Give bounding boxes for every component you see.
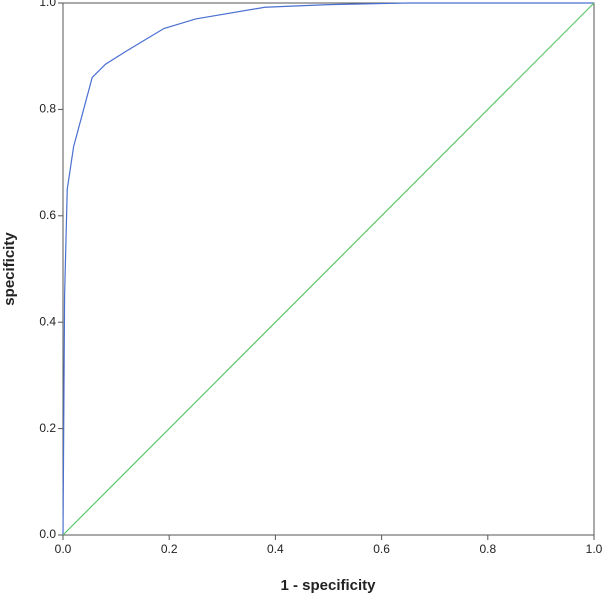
y-tick-label: 1.0 bbox=[39, 0, 56, 9]
y-tick-label: 0.4 bbox=[39, 314, 56, 328]
x-tick-label: 1.0 bbox=[586, 542, 603, 556]
y-tick-label: 0.8 bbox=[39, 102, 56, 116]
series-line bbox=[62, 2, 594, 536]
y-axis-title: specificity bbox=[1, 232, 18, 306]
x-tick-label: 0.0 bbox=[55, 542, 72, 556]
series-line bbox=[62, 2, 595, 536]
y-tick-label: 0.2 bbox=[39, 421, 56, 435]
x-tick-label: 0.4 bbox=[267, 542, 284, 556]
x-tick-label: 0.2 bbox=[161, 542, 178, 556]
x-tick-label: 0.6 bbox=[373, 542, 390, 556]
y-tick-label: 0.0 bbox=[39, 527, 56, 541]
plot-frame bbox=[62, 2, 595, 536]
y-tick-label: 0.6 bbox=[39, 208, 56, 222]
x-axis-title: 1 - specificity bbox=[280, 577, 376, 594]
x-tick-label: 0.8 bbox=[479, 542, 496, 556]
